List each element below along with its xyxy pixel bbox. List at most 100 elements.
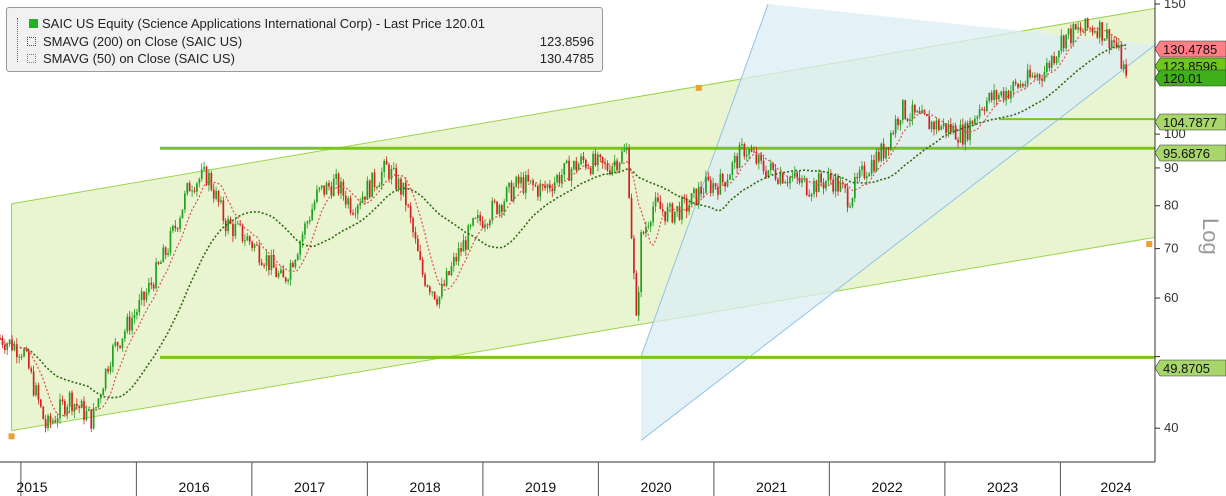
x-tick-label-2024: 2024	[1100, 479, 1131, 495]
candle-body	[573, 161, 575, 169]
candle-body	[13, 344, 16, 351]
candle-body	[128, 316, 131, 331]
candle-body	[909, 119, 911, 121]
candle-body	[978, 109, 981, 117]
candle-body	[577, 164, 580, 170]
candle-body	[690, 193, 693, 206]
candle-body	[673, 211, 676, 223]
candle-body	[1103, 38, 1106, 41]
value-tag-label-130.4785: 130.4785	[1163, 42, 1217, 57]
candle-body	[914, 104, 916, 113]
value-tag-label-49.8705: 49.8705	[1163, 361, 1210, 376]
candle-body	[385, 160, 388, 165]
candle-body	[23, 349, 25, 357]
candle-body	[179, 218, 181, 229]
candle-body	[44, 419, 47, 429]
candle-body	[654, 197, 657, 207]
candle-body	[669, 203, 671, 207]
trend-channel-fill	[641, 4, 1155, 441]
candle-body	[164, 247, 167, 255]
candle-body	[938, 120, 940, 130]
candle-body	[28, 350, 30, 369]
candle-body	[1108, 29, 1111, 48]
candle-body	[248, 236, 251, 242]
candle-body	[930, 121, 933, 130]
candle-body	[68, 392, 71, 407]
candle-body	[421, 259, 424, 275]
legend-tree-lines	[17, 18, 26, 62]
candle-body	[474, 218, 477, 220]
candle-body	[270, 255, 273, 271]
candle-body	[808, 195, 810, 197]
candle-body	[157, 262, 160, 264]
value-tag-120.01	[1154, 69, 1226, 87]
candle-body	[854, 177, 856, 199]
candle-body	[798, 177, 801, 183]
candle-body	[1026, 69, 1029, 85]
candle-body	[1029, 69, 1031, 78]
candle-body	[558, 175, 561, 184]
candle-body	[1091, 28, 1094, 33]
candle-body	[148, 282, 150, 293]
value-tag-49.8705	[1154, 359, 1226, 377]
legend-title: SAIC US Equity (Science Applications Int…	[42, 16, 485, 31]
candle-body	[966, 123, 969, 140]
candle-body	[131, 317, 133, 331]
candle-body	[928, 116, 931, 130]
candle-body	[685, 198, 688, 212]
candle-body	[138, 299, 141, 313]
candle-body	[436, 299, 438, 305]
candle-body	[947, 124, 950, 133]
candle-body	[465, 240, 467, 250]
candle-body	[445, 271, 448, 286]
candle-body	[822, 182, 825, 189]
candle-body	[402, 182, 405, 195]
candle-body	[376, 187, 378, 189]
candle-body	[256, 244, 258, 246]
candle-body	[969, 120, 971, 140]
candle-body	[1077, 27, 1079, 30]
y-tick-label-150: 150	[1164, 0, 1186, 11]
candle-body	[287, 279, 289, 282]
candle-body	[71, 392, 73, 412]
candle-body	[697, 186, 700, 205]
candle-body	[813, 180, 815, 195]
candle-body	[1101, 22, 1103, 41]
candle-body	[541, 184, 544, 186]
candle-body	[409, 206, 412, 219]
candle-body	[1062, 35, 1065, 49]
trend-channel	[640, 3, 1156, 441]
x-tick-label-2022: 2022	[872, 479, 903, 495]
horizontal-levels	[160, 118, 1155, 359]
candle-body	[1005, 91, 1007, 101]
candle-body	[200, 169, 203, 179]
candle-body	[561, 174, 563, 184]
candle-body	[373, 172, 376, 188]
candle-body	[407, 205, 410, 207]
candle-body	[633, 238, 635, 273]
candle-body	[265, 255, 268, 266]
candle-body	[388, 164, 390, 180]
candle-body	[18, 356, 21, 358]
candle-body	[1007, 91, 1010, 99]
candle-body	[580, 156, 582, 164]
candle-body	[546, 184, 549, 188]
candle-body	[508, 182, 510, 188]
candle-body	[282, 269, 285, 278]
candle-body	[628, 148, 630, 198]
candle-body	[890, 133, 892, 150]
candle-body	[469, 225, 472, 227]
candle-body	[150, 282, 153, 285]
candle-body	[993, 90, 995, 100]
candle-body	[80, 400, 83, 408]
candle-body	[448, 271, 450, 275]
candle-body	[181, 209, 184, 219]
candle-body	[352, 212, 354, 215]
candle-body	[805, 178, 808, 196]
candle-body	[527, 175, 530, 182]
candle-body	[501, 205, 503, 212]
candle-body	[457, 248, 460, 262]
candle-body	[275, 267, 277, 278]
candle-body	[1000, 91, 1003, 96]
